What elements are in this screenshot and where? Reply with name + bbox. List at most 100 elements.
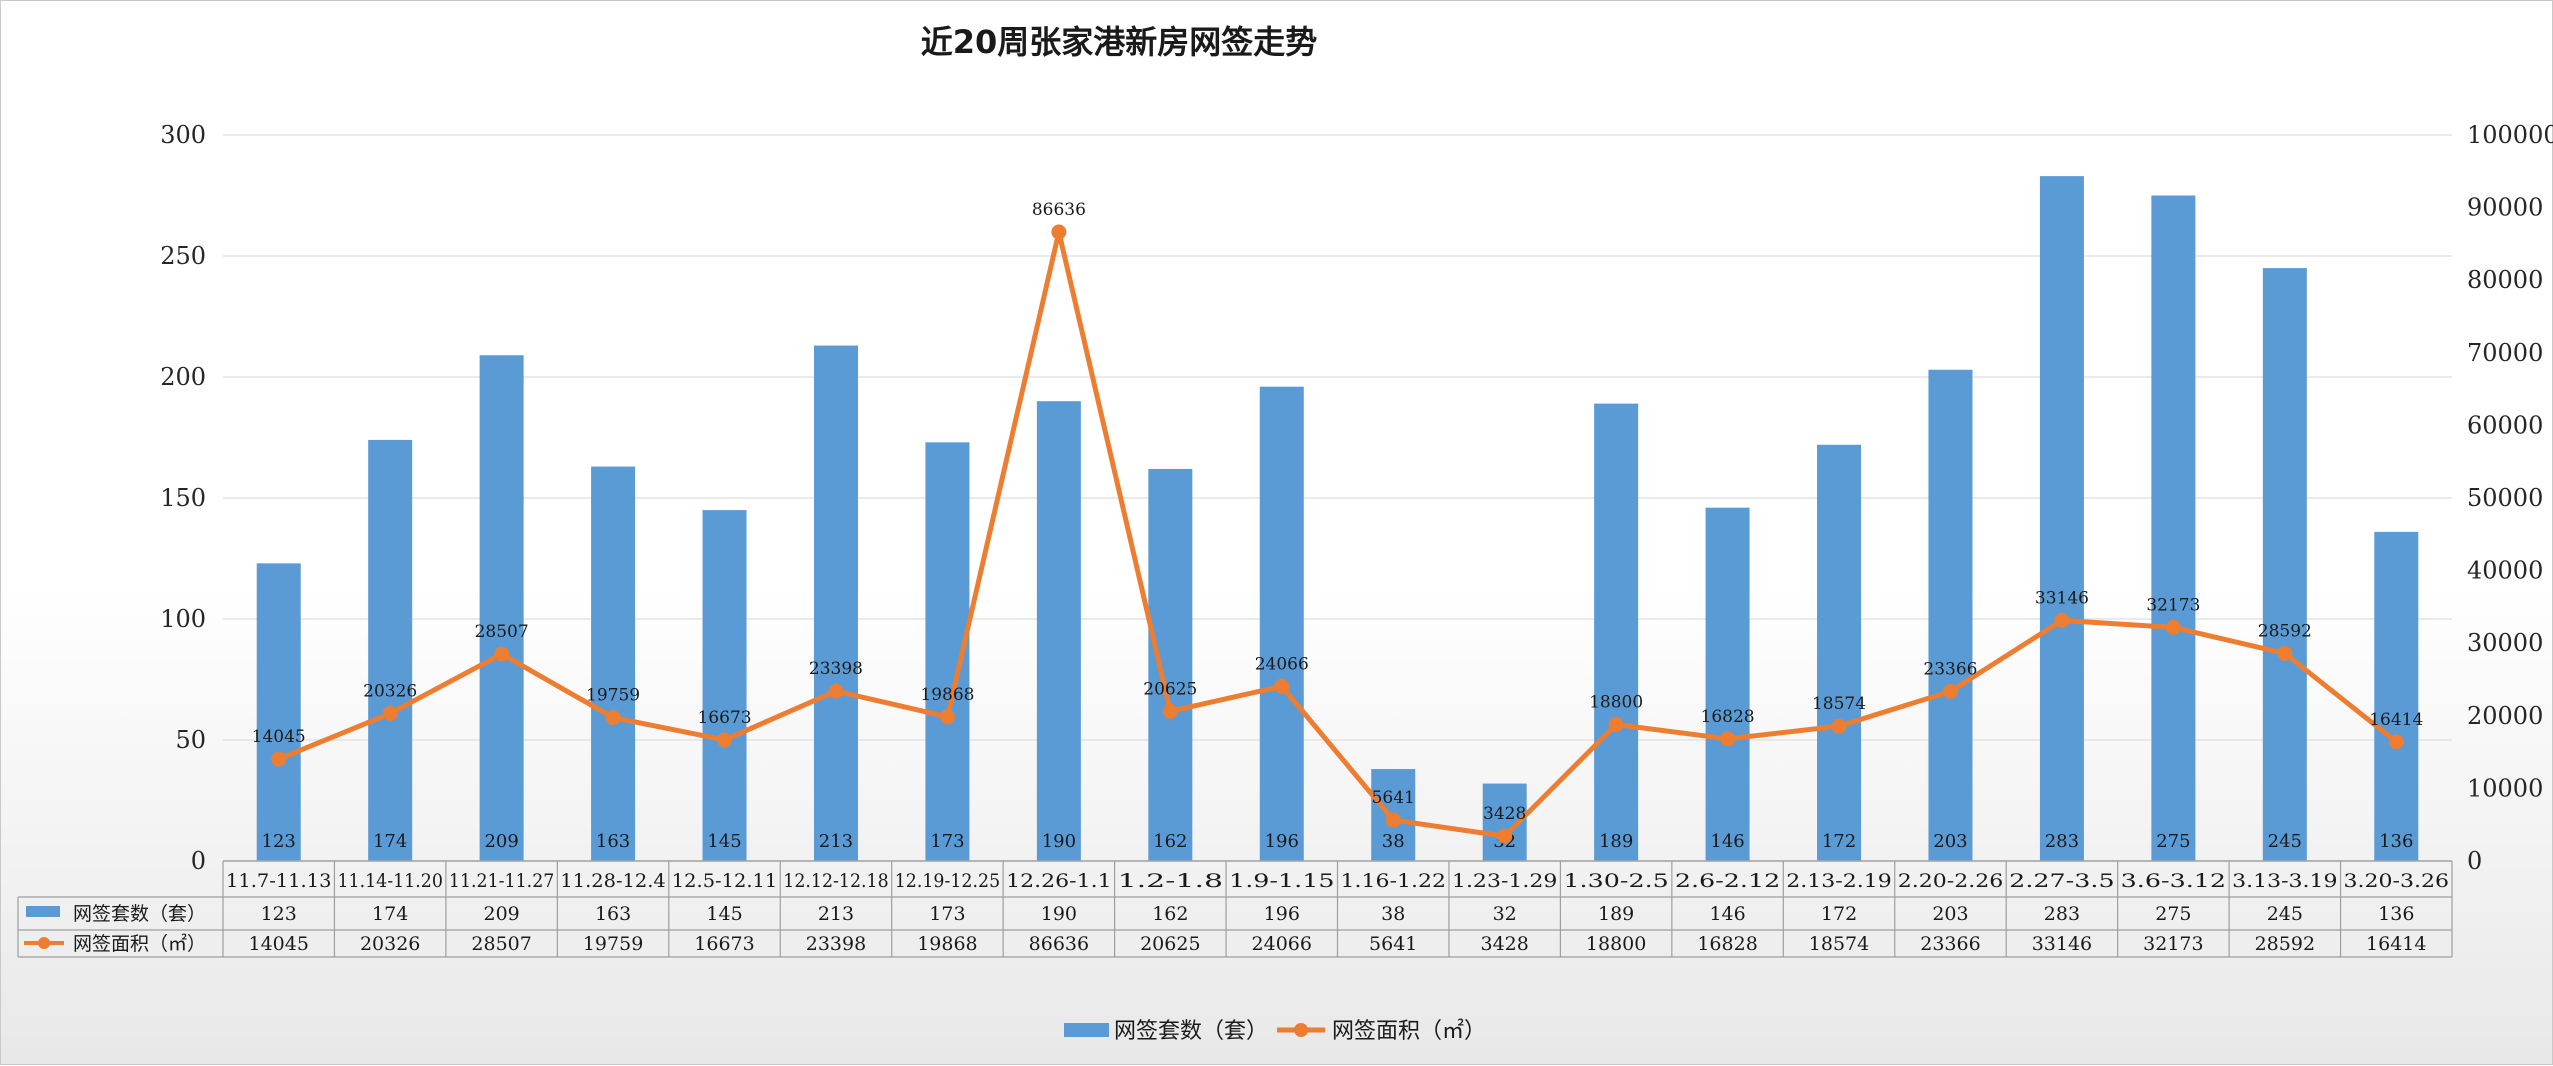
table-category-label: 3.13-3.19: [2232, 870, 2337, 892]
table-cell-value: 173: [929, 903, 965, 925]
table-cell-value: 189: [1598, 903, 1634, 925]
y-right-tick-label: 40000: [2467, 557, 2543, 585]
line-data-label: 24066: [1255, 654, 1309, 674]
line-point: [1162, 703, 1178, 719]
bar: [479, 355, 524, 861]
line-data-label: 14045: [252, 727, 306, 747]
y-right-tick-label: 20000: [2467, 702, 2543, 730]
table-cell-value: 163: [595, 903, 631, 925]
bar: [813, 345, 858, 861]
chart-title: 近20周张家港新房网签走势: [921, 23, 1318, 61]
y-right-tick-label: 80000: [2467, 266, 2543, 294]
table-cell-value: 19868: [917, 933, 977, 955]
line-point: [1608, 717, 1624, 733]
line-data-label: 33146: [2035, 588, 2089, 608]
line-data-label: 28592: [2258, 621, 2312, 641]
bar: [1259, 386, 1304, 861]
line-point: [2277, 645, 2293, 661]
table-category-label: 1.30-2.5: [1563, 870, 1668, 892]
table-cell-value: 196: [1264, 903, 1300, 925]
table-category-label: 2.6-2.12: [1675, 870, 1780, 892]
bar-data-label: 213: [819, 831, 853, 852]
y-right-tick-label: 50000: [2467, 484, 2543, 512]
y-left-tick-label: 50: [175, 726, 206, 754]
bar-data-label: 209: [484, 831, 518, 852]
line-data-label: 20625: [1143, 679, 1197, 699]
bar-data-label: 203: [1933, 831, 1967, 852]
bar: [591, 466, 636, 861]
table-cell-value: 203: [1932, 903, 1968, 925]
table-category-label: 11.28-12.4: [560, 870, 665, 892]
gridlines: [223, 134, 2452, 741]
line-point: [2054, 612, 2070, 628]
table-category-label: 2.20-2.26: [1898, 870, 2003, 892]
bar-data-label: 189: [1599, 831, 1633, 852]
bar: [1148, 468, 1193, 861]
bar-series: 1231742091631452131731901621963832189146…: [256, 176, 2419, 862]
table-cell-value: 136: [2378, 903, 2414, 925]
legend: 网签套数（套） 网签面积（㎡）: [1064, 1018, 1486, 1044]
table-cell-value: 3428: [1480, 933, 1528, 955]
table-category-label: 12.12-12.18: [783, 870, 888, 892]
line-data-label: 18574: [1812, 694, 1866, 714]
bar-data-label: 123: [262, 831, 296, 852]
bar: [1928, 369, 1973, 861]
table-cell-value: 16414: [2366, 933, 2426, 955]
table-row-header: 网签面积（㎡）: [73, 932, 206, 955]
y-right-tick-label: 60000: [2467, 411, 2543, 439]
bar: [702, 510, 747, 861]
bar-data-label: 136: [2379, 831, 2413, 852]
bar-data-label: 145: [707, 831, 741, 852]
line-data-label: 19868: [920, 685, 974, 705]
area-series-line: [277, 229, 2398, 839]
bar-data-label: 163: [596, 831, 630, 852]
bar: [2039, 176, 2084, 861]
line-data-label: 19759: [586, 686, 640, 706]
line-point: [1385, 812, 1401, 828]
bar: [2374, 531, 2419, 861]
table-category-label: 11.14-11.20: [337, 870, 442, 892]
bar-data-label: 172: [1822, 831, 1856, 852]
bar-data-label: 196: [1265, 831, 1299, 852]
bar: [2151, 195, 2196, 861]
table-category-label: 12.5-12.11: [672, 870, 777, 892]
bar-data-label: 146: [1710, 831, 1744, 852]
table-cell-value: 19759: [583, 933, 643, 955]
y-left-tick-label: 300: [160, 121, 206, 149]
bar-data-label: 190: [1042, 831, 1076, 852]
line-data-label: 86636: [1032, 200, 1086, 220]
line-point: [1497, 828, 1513, 844]
y-left-tick-label: 0: [191, 847, 206, 875]
y-left-tick-label: 250: [160, 242, 206, 270]
table-cell-value: 23366: [1920, 933, 1980, 955]
table-row-header: 网签套数（套）: [73, 903, 206, 925]
bar-data-label: 245: [2268, 831, 2302, 852]
table-category-label: 2.13-2.19: [1786, 870, 1891, 892]
y-right-tick-label: 90000: [2467, 194, 2543, 222]
table-category-label: 12.26-1.1: [1006, 870, 1111, 892]
table-cell-value: 146: [1709, 903, 1745, 925]
bar: [368, 439, 413, 861]
table-category-label: 3.20-3.26: [2344, 870, 2449, 892]
table-cell-value: 18574: [1809, 933, 1869, 955]
table-cell-value: 16828: [1697, 933, 1757, 955]
line-data-label: 23366: [1923, 659, 1977, 679]
table-category-label: 1.2-1.8: [1118, 870, 1223, 892]
table-cell-value: 275: [2155, 903, 2191, 925]
bar: [1817, 444, 1862, 861]
line-point: [1942, 683, 1958, 699]
table-cell-value: 32173: [2143, 933, 2203, 955]
table-cell-value: 28592: [2255, 933, 2315, 955]
y-right-tick-label: 70000: [2467, 339, 2543, 367]
table-category-label: 1.23-1.29: [1452, 870, 1557, 892]
line-point: [271, 751, 287, 767]
bar: [256, 563, 301, 861]
table-category-label: 11.7-11.13: [226, 870, 331, 892]
table-cell-value: 123: [261, 903, 297, 925]
table-cell-value: 145: [706, 903, 742, 925]
y-right-tick-label: 30000: [2467, 629, 2543, 657]
table-category-label: 11.21-11.27: [449, 870, 554, 892]
table-cell-value: 174: [372, 903, 408, 925]
